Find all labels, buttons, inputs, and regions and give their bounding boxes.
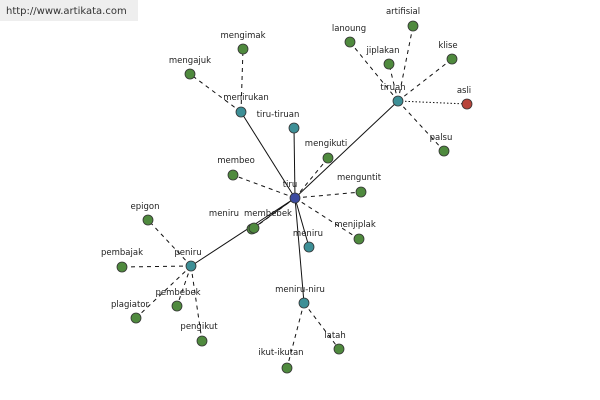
node bbox=[227, 169, 239, 181]
node bbox=[142, 214, 154, 226]
node bbox=[196, 335, 208, 347]
edge bbox=[176, 265, 192, 307]
node bbox=[355, 186, 367, 198]
node-label: menirukan bbox=[223, 93, 269, 103]
node bbox=[303, 241, 315, 253]
node-label: lanoung bbox=[332, 24, 366, 34]
node-label: pembajak bbox=[101, 248, 143, 258]
edge bbox=[397, 100, 468, 105]
node bbox=[288, 122, 300, 134]
edge bbox=[121, 265, 192, 268]
node-label: meniru bbox=[209, 209, 239, 219]
node-label: klise bbox=[438, 41, 457, 51]
edge bbox=[397, 58, 453, 102]
node-label: ikut-ikutan bbox=[258, 348, 303, 358]
node-label: tiru-tiruan bbox=[257, 110, 300, 120]
node bbox=[281, 362, 293, 374]
edge bbox=[240, 48, 244, 113]
node-label: mengimak bbox=[220, 31, 265, 41]
node bbox=[171, 300, 183, 312]
edge bbox=[294, 157, 329, 199]
node bbox=[392, 95, 404, 107]
node-label: epigon bbox=[131, 202, 160, 212]
edge bbox=[303, 302, 340, 350]
node bbox=[116, 261, 128, 273]
node-label: pengikut bbox=[180, 322, 218, 332]
node-label: asli bbox=[457, 86, 471, 96]
node-label: latah bbox=[324, 331, 346, 341]
edges bbox=[121, 25, 468, 369]
node bbox=[344, 36, 356, 48]
edge bbox=[240, 111, 296, 199]
node bbox=[407, 20, 419, 32]
edge bbox=[397, 100, 445, 152]
node bbox=[248, 222, 260, 234]
node-label: menguntit bbox=[337, 173, 382, 183]
node-label: jiplakan bbox=[365, 46, 399, 56]
node bbox=[237, 43, 249, 55]
node-label: membeo bbox=[217, 156, 255, 166]
node-label: meniru-niru bbox=[275, 285, 325, 295]
node-label: tiru bbox=[283, 180, 298, 190]
node-label: meniru bbox=[293, 229, 323, 239]
edge bbox=[293, 127, 296, 199]
node-label: artifisial bbox=[386, 7, 420, 17]
node-label: tiruan bbox=[380, 83, 405, 93]
node bbox=[446, 53, 458, 65]
node-label: palsu bbox=[430, 133, 453, 143]
node-label: mengikuti bbox=[305, 139, 347, 149]
nodes: tiru tiruan menirukan tiru-tiruan peniru meni… bbox=[101, 7, 473, 374]
edge bbox=[190, 197, 296, 267]
node bbox=[461, 98, 473, 110]
edge bbox=[294, 197, 310, 248]
node-label: peniru bbox=[174, 248, 201, 258]
edge bbox=[189, 73, 242, 113]
node-label: pembebek bbox=[155, 288, 200, 298]
node-label: membebek bbox=[244, 209, 292, 219]
node bbox=[130, 312, 142, 324]
edge bbox=[294, 191, 362, 199]
edge bbox=[286, 302, 305, 369]
edge bbox=[294, 100, 399, 199]
node-label: mengajuk bbox=[169, 56, 211, 66]
node bbox=[185, 260, 197, 272]
edge bbox=[294, 197, 305, 304]
node bbox=[353, 233, 365, 245]
url-box bbox=[0, 0, 138, 21]
node bbox=[184, 68, 196, 80]
node bbox=[322, 152, 334, 164]
node bbox=[235, 106, 247, 118]
edge bbox=[147, 219, 192, 267]
node-label: plagiator bbox=[111, 300, 149, 310]
site-url: http://www.artikata.com bbox=[6, 6, 127, 17]
node bbox=[289, 192, 301, 204]
node bbox=[383, 58, 395, 70]
node-label: menjiplak bbox=[334, 220, 376, 230]
node bbox=[298, 297, 310, 309]
edge bbox=[388, 63, 399, 102]
node bbox=[333, 343, 345, 355]
node bbox=[438, 145, 450, 157]
edge bbox=[232, 174, 296, 199]
edge bbox=[253, 197, 296, 229]
